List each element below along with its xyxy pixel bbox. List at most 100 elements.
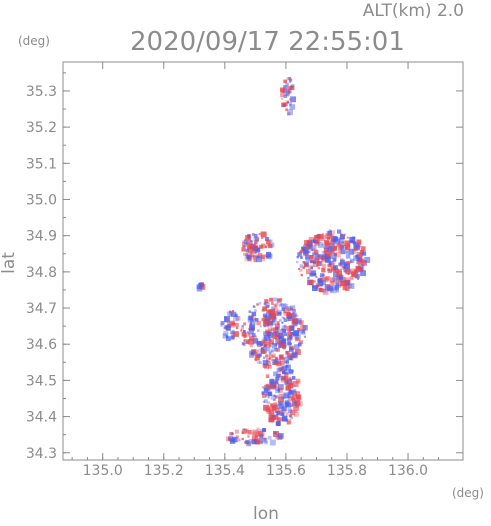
echo-cell (348, 270, 351, 273)
echo-cell (264, 363, 269, 369)
echo-cell (317, 242, 324, 248)
echo-cell (248, 328, 254, 334)
echo-cell (243, 245, 246, 248)
echo-cell (298, 329, 301, 333)
echo-cell (290, 404, 293, 407)
echo-cell (329, 248, 335, 254)
echo-cell (286, 93, 289, 97)
echo-cell (289, 347, 294, 353)
echo-cell (264, 315, 271, 321)
echo-cell (247, 334, 251, 337)
echo-cell (257, 440, 261, 444)
echo-cell (253, 335, 257, 340)
echo-cell (350, 268, 356, 275)
echo-cell (349, 260, 353, 263)
echo-cell (345, 250, 349, 254)
echo-cell (266, 375, 269, 378)
echo-cell (273, 382, 279, 388)
echo-cell (325, 233, 331, 239)
echo-cell (289, 378, 292, 381)
echo-cell (321, 263, 327, 269)
x-tick-label: 135.2 (144, 463, 184, 479)
echo-cell (296, 395, 301, 400)
echo-cell (251, 314, 255, 317)
echo-cell (291, 84, 295, 88)
echo-cell (323, 250, 327, 254)
echo-cell (286, 77, 290, 81)
echo-cell (253, 352, 258, 356)
echo-cell (274, 347, 278, 352)
echo-cell (351, 271, 357, 277)
echo-cell (281, 339, 286, 345)
echo-cell (226, 436, 231, 442)
echo-cell (287, 378, 293, 384)
echo-cell (289, 313, 294, 318)
echo-cell (322, 289, 329, 295)
echo-cell (253, 259, 257, 263)
echo-cell (256, 255, 260, 259)
echo-cell (262, 337, 267, 342)
y-tick-label: 34.8 (26, 265, 57, 281)
echo-cell (250, 250, 255, 255)
echo-cell (245, 235, 251, 241)
echo-cell (274, 405, 279, 409)
echo-cell (268, 351, 272, 355)
echo-cell (259, 434, 264, 439)
echo-cell (281, 325, 287, 331)
echo-cell (287, 341, 291, 346)
echo-cell (289, 354, 294, 358)
echo-cell (339, 244, 345, 250)
echo-cell (357, 263, 364, 270)
echo-cell (248, 240, 253, 245)
echo-cell (268, 357, 271, 360)
echo-cell (290, 331, 294, 336)
echo-cell (271, 319, 275, 323)
echo-cell (282, 88, 288, 94)
echo-cell (278, 403, 285, 409)
echo-cell (314, 234, 318, 239)
echo-cell (229, 311, 234, 316)
echo-cell (257, 252, 263, 258)
echo-cell (311, 252, 316, 256)
echo-cell (278, 354, 284, 360)
echo-cell (286, 315, 289, 318)
echo-cell (275, 388, 280, 394)
echo-cell (273, 431, 277, 435)
echo-cell (278, 342, 284, 348)
echo-cell (355, 265, 359, 270)
echo-cell (252, 233, 255, 236)
x-axis-unit: (deg) (452, 486, 484, 500)
echo-cell (310, 248, 313, 251)
echo-cell (241, 437, 244, 441)
echo-cell (303, 335, 306, 338)
echo-cell (275, 338, 281, 345)
echo-cell (359, 258, 364, 263)
echo-cell (230, 335, 235, 340)
echo-cell (286, 378, 293, 385)
echo-cell (262, 306, 267, 312)
echo-cell (281, 344, 286, 348)
x-tick-label: 135.8 (327, 463, 367, 479)
echo-cell (332, 257, 337, 262)
echo-cell (269, 343, 272, 346)
echo-cell (248, 439, 254, 444)
echo-cell (259, 428, 263, 432)
echo-cell (323, 245, 328, 250)
echo-cell (281, 321, 284, 324)
echo-cell (289, 402, 294, 407)
echo-cell (249, 254, 253, 258)
echo-cell (334, 238, 341, 245)
y-tick-label: 34.7 (26, 301, 57, 317)
echo-cell (267, 364, 272, 369)
echo-cell (316, 283, 320, 287)
chart-title-datetime: 2020/09/17 22:55:01 (130, 27, 405, 57)
echo-cell (247, 435, 250, 438)
echo-cell (272, 406, 277, 411)
echo-cell (258, 232, 261, 236)
echo-cell (354, 247, 358, 251)
echo-cell (256, 360, 261, 364)
echo-cell (269, 239, 273, 243)
echo-cell (267, 309, 271, 313)
echo-cell (262, 386, 265, 389)
echo-cell (278, 303, 282, 307)
